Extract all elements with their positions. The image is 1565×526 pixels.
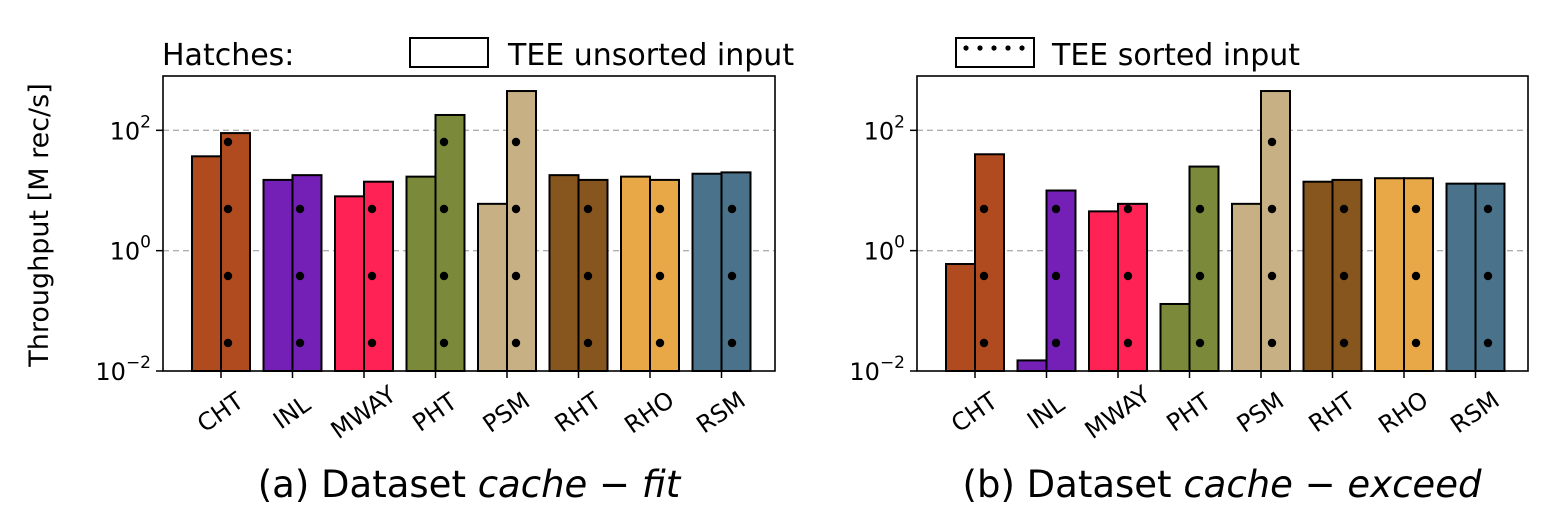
panel-a-bar-rht-unsorted [550, 175, 579, 371]
panel-a-bar-rho-sorted-dots [650, 180, 679, 371]
panel-a-x-tick-label-pht: PHT [408, 387, 463, 437]
panel-a-bar-psm-sorted-dots [507, 91, 536, 371]
panel-b-bar-cht-unsorted [946, 264, 975, 371]
panel-a-x-tick-label-cht: CHT [192, 387, 249, 439]
panel-b-bar-rsm-unsorted [1447, 184, 1476, 371]
panel-a-bar-rht-sorted-dots [579, 180, 608, 371]
panel-b-x-tick-label-inl: INL [1022, 390, 1070, 435]
panel-b-x-tick-label-pht: PHT [1162, 387, 1217, 437]
panel-a-bar-pht-unsorted [407, 177, 436, 371]
legend: Hatches: TEE unsorted input TEE sorted i… [162, 38, 1300, 73]
panel-b-caption: (b) Dataset cache − exceed [963, 463, 1482, 506]
panel-a-y-tick-label: 102 [110, 112, 151, 145]
panel-b-x-tick-label-rsm: RSM [1445, 386, 1504, 439]
panel-a-caption: (a) Dataset cache − fit [258, 463, 682, 506]
panel-b-bar-rht-sorted-dots [1333, 180, 1362, 371]
panel-a-bar-cht-unsorted [192, 156, 221, 371]
panel-b-bar-rho-sorted-dots [1404, 178, 1433, 371]
panel-b-bar-cht-sorted-dots [975, 154, 1004, 371]
panel-b-bar-psm-unsorted [1232, 204, 1261, 371]
panel-a-bar-cht-sorted-dots [221, 133, 250, 371]
panel-b-grid [917, 130, 1528, 250]
panel-a-bar-inl-sorted-dots [293, 175, 322, 371]
panel-b-bars [946, 91, 1505, 371]
legend-swatch-unsorted [410, 38, 488, 67]
panel-a-bar-mway-unsorted [335, 196, 364, 371]
panel-b-y-tick-label: 100 [864, 233, 905, 266]
legend-swatch-sorted [956, 38, 1034, 67]
panel-b-x-tick-label-rho: RHO [1373, 386, 1433, 440]
panel-a-bar-psm-unsorted [478, 204, 507, 371]
panel-b-y-tick-label: 10−2 [849, 353, 905, 386]
panel-a-x-tick-label-mway: MWAY [326, 380, 402, 445]
panel-a-bar-mway-sorted-dots [364, 182, 393, 371]
panel-b-bar-pht-sorted-dots [1190, 167, 1219, 371]
panel-b-bar-mway-unsorted [1089, 211, 1118, 371]
legend-label-unsorted: TEE unsorted input [507, 38, 794, 73]
panel-b-x-tick-label-psm: PSM [1232, 387, 1289, 439]
panel-b-bar-inl-unsorted [1018, 360, 1047, 371]
panel-b-y-tick-label: 102 [864, 112, 905, 145]
panel-b-bar-psm-sorted-dots [1261, 91, 1290, 371]
panel-b-x-tick-label-rht: RHT [1304, 387, 1361, 438]
panel-a-grid [163, 130, 775, 250]
panel-b-bar-rht-unsorted [1304, 182, 1333, 371]
panel-b-x-tick-label-cht: CHT [946, 387, 1003, 439]
y-axis-label: Throughput [M rec/s] [24, 83, 55, 368]
panel-a-bars [192, 91, 751, 371]
panel-a-bar-pht-sorted-dots [436, 115, 465, 371]
panel-a-bar-inl-unsorted [264, 180, 293, 371]
panel-a-bar-rsm-sorted-dots [722, 172, 751, 371]
panel-a-bar-rsm-unsorted [693, 174, 722, 371]
panel-b: 10−2 100 102 CHT INL MWAY PHT PSM RHT RHO RSM (b)… [849, 76, 1528, 506]
panel-a-x-tick-label-rsm: RSM [691, 386, 750, 439]
panel-b-bar-pht-unsorted [1161, 304, 1190, 371]
panel-a-x-tick-label-rht: RHT [550, 387, 607, 438]
panel-b-bar-rsm-sorted-dots [1476, 184, 1505, 371]
panel-a: 10−2 100 102 CHT INL MWAY PHT PSM RHT RHO RSM (a)… [95, 76, 775, 506]
panel-a-x-ticks: CHT INL MWAY PHT PSM RHT RHO RSM [192, 371, 750, 445]
legend-title: Hatches: [162, 38, 294, 73]
panel-a-y-ticks: 10−2 100 102 [95, 112, 163, 386]
panel-a-y-tick-label: 10−2 [95, 353, 151, 386]
panel-b-bar-rho-unsorted [1375, 178, 1404, 371]
legend-label-sorted: TEE sorted input [1051, 38, 1300, 73]
panel-b-bar-inl-sorted-dots [1047, 191, 1076, 371]
panel-a-x-tick-label-rho: RHO [619, 386, 679, 440]
panel-b-axes-frame [917, 76, 1528, 371]
panel-a-axes-frame [163, 76, 775, 371]
panel-b-bar-mway-sorted-dots [1118, 204, 1147, 371]
panel-b-y-ticks: 10−2 100 102 [849, 112, 917, 386]
panel-b-x-tick-label-mway: MWAY [1080, 380, 1156, 445]
panel-b-x-ticks: CHT INL MWAY PHT PSM RHT RHO RSM [946, 371, 1504, 445]
panel-a-x-tick-label-psm: PSM [478, 387, 535, 439]
panel-a-bar-rho-unsorted [621, 177, 650, 371]
panel-a-x-tick-label-inl: INL [268, 390, 316, 435]
panel-a-y-tick-label: 100 [110, 233, 151, 266]
